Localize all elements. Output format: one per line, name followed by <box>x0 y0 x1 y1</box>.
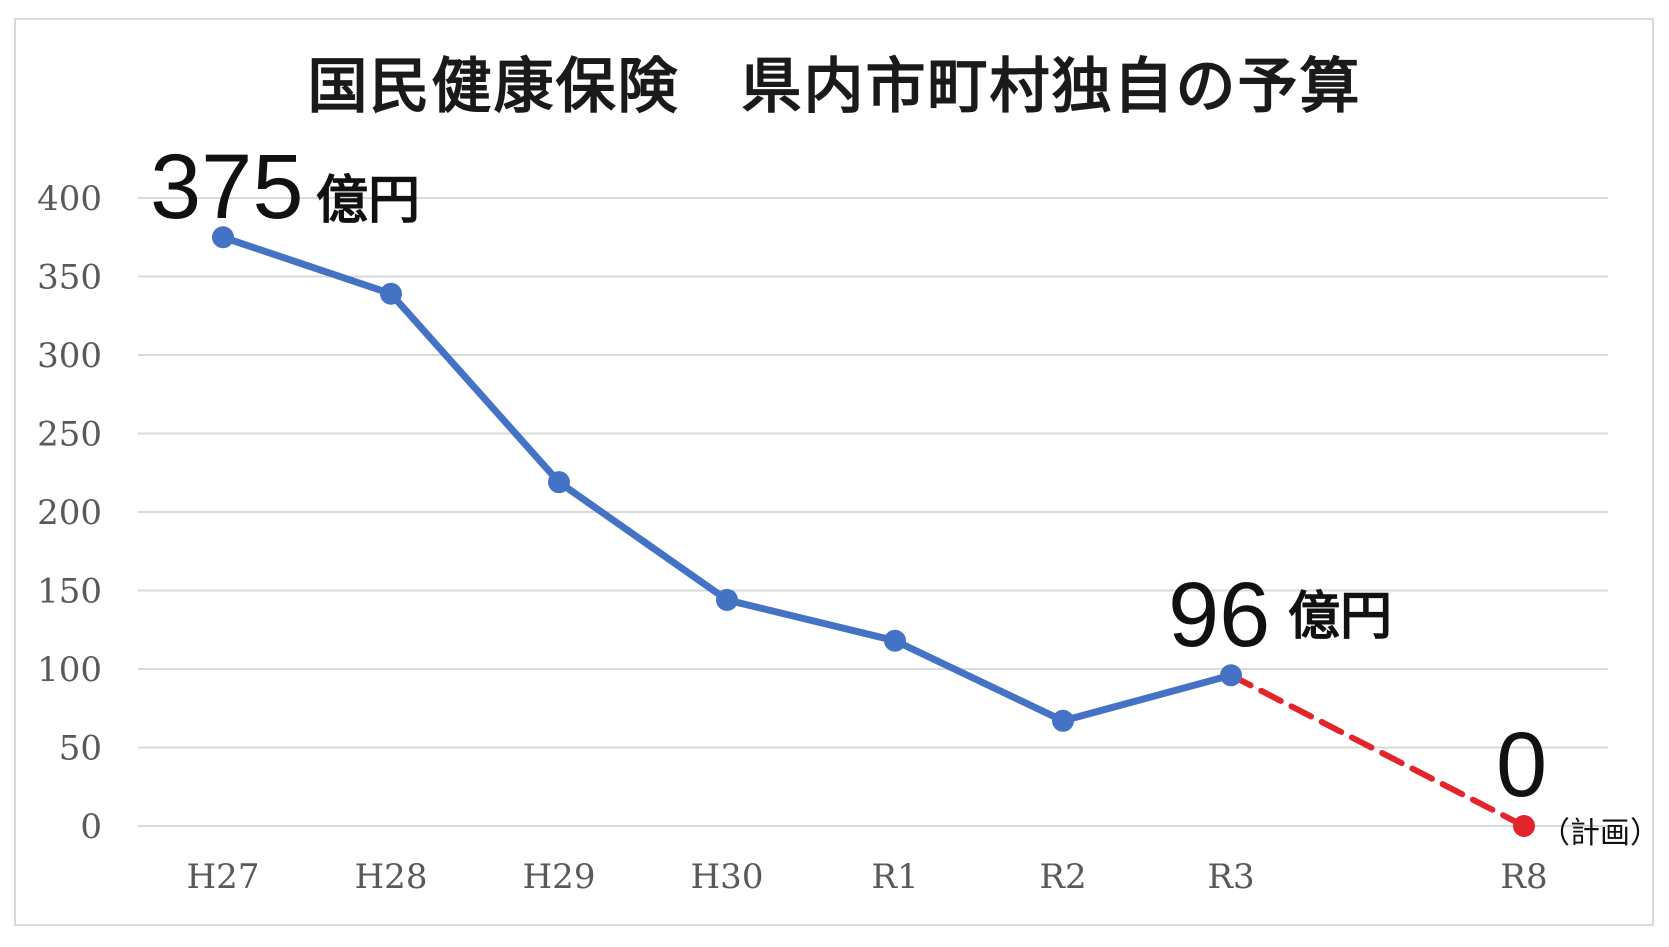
data-point-R2 <box>1052 709 1074 732</box>
series-points <box>212 226 1535 837</box>
series-line-0 <box>219 233 1235 725</box>
x-tick-label: H30 <box>691 857 764 897</box>
series-lines <box>219 233 1527 829</box>
x-tick-label: H29 <box>523 857 596 897</box>
data-point-H27 <box>212 226 234 249</box>
data-point-H29 <box>548 471 570 494</box>
y-tick-label: 50 <box>59 729 102 769</box>
annotation-96-unit: 億円 <box>1288 587 1392 647</box>
annotation-375-value: 375 <box>150 136 304 238</box>
data-point-R3 <box>1220 664 1242 687</box>
x-tick-label: H28 <box>355 857 428 897</box>
data-point-H28 <box>380 282 402 305</box>
y-tick-label: 0 <box>80 807 102 847</box>
y-tick-label: 200 <box>37 493 102 533</box>
series-line-1 <box>1228 672 1527 829</box>
y-tick-label: 100 <box>37 650 102 690</box>
y-tick-label: 300 <box>37 336 102 376</box>
data-point-R8 <box>1513 815 1535 837</box>
y-tick-label: 350 <box>37 258 102 298</box>
data-point-R1 <box>884 629 906 652</box>
annotation-96-value: 96 <box>1168 564 1270 666</box>
y-tick-label: 250 <box>37 415 102 455</box>
chart-frame <box>14 18 1654 926</box>
y-axis-ticks: 0 50 100 150 200 250 300 350 400 <box>37 179 102 847</box>
data-point-H30 <box>716 588 738 611</box>
annotation-375-unit: 億円 <box>316 171 420 231</box>
x-tick-label: R1 <box>871 857 918 897</box>
x-tick-label: R8 <box>1500 857 1547 897</box>
chart-title: 国民健康保険 県内市町村独自の予算 <box>307 52 1362 122</box>
annotation-0-value: 0 <box>1496 714 1547 816</box>
annotation-0-note: （計画） <box>1540 816 1660 851</box>
x-tick-label: H27 <box>187 857 260 897</box>
y-tick-label: 150 <box>37 572 102 612</box>
x-tick-label: R3 <box>1207 857 1254 897</box>
gridlines <box>138 197 1608 827</box>
x-axis-ticks: H27 H28 H29 H30 R1 R2 R3 R8 <box>187 857 1548 897</box>
x-tick-label: R2 <box>1039 857 1086 897</box>
y-tick-label: 400 <box>37 179 102 219</box>
